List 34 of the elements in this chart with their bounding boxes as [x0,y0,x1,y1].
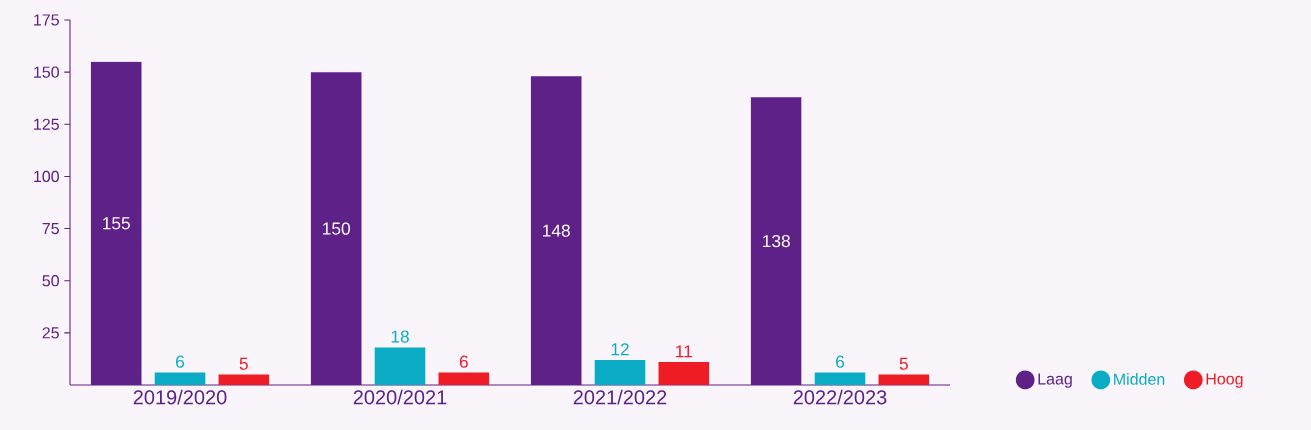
legend-label: Midden [1114,373,1165,385]
bar [154,372,206,385]
bar [374,347,426,385]
bar [878,374,930,385]
y-tick-label: 25 [42,327,59,339]
y-tick-label: 75 [42,223,59,235]
x-tick-label: 2022/2023 [793,389,887,405]
x-tick-label: 2021/2022 [573,389,667,405]
bar [814,372,866,385]
y-tick-label: 50 [42,275,59,287]
data-label: 18 [391,330,409,343]
data-label: 6 [176,355,185,368]
x-tick-label: 2019/2020 [133,389,227,405]
x-tick-label: 2020/2021 [353,389,447,405]
y-tick-label: 175 [34,14,59,26]
data-label: 5 [239,357,248,370]
y-tick-label: 100 [34,170,59,183]
bar [438,372,490,385]
data-label: 6 [459,355,468,368]
bar [218,374,270,385]
data-label: 5 [899,357,908,370]
data-label: 138 [763,234,790,248]
bar [658,362,710,385]
data-label: 11 [676,345,692,358]
data-label: 155 [103,217,130,230]
data-label: 150 [323,222,350,235]
y-tick-label: 125 [34,118,59,130]
legend-label: Hoog [1206,373,1243,388]
bar [594,359,646,385]
legend-label: Laag [1038,373,1072,388]
y-tick-label: 150 [34,66,59,78]
data-label: 12 [611,343,629,356]
data-label: 6 [836,355,845,368]
data-label: 148 [543,224,570,237]
